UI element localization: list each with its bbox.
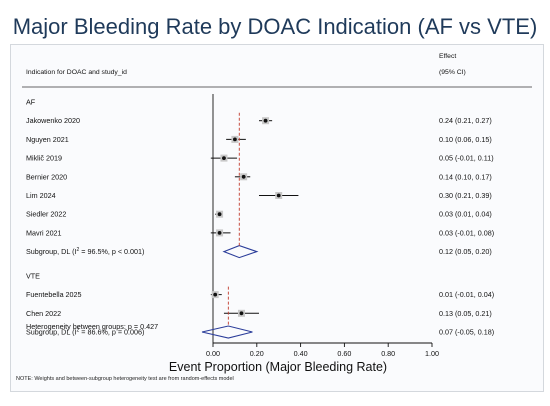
- study-label: Chen 2022: [26, 309, 61, 318]
- study-label: Nguyen 2021: [26, 135, 69, 144]
- x-tick-label: 0.40: [294, 349, 308, 358]
- point-estimate: [217, 212, 222, 217]
- i-squared-superscript: 2: [76, 247, 79, 253]
- effect-value: 0.01 (-0.01, 0.04): [439, 290, 494, 299]
- subgroup-label-suffix: = 86.6%, p = 0.006): [79, 328, 144, 337]
- x-tick-label: 0.20: [250, 349, 264, 358]
- x-tick-label: 0.00: [206, 349, 220, 358]
- effect-value: 0.05 (-0.01, 0.11): [439, 154, 494, 163]
- effect-value: 0.14 (0.10, 0.17): [439, 172, 492, 181]
- subgroup-label-prefix: Subgroup, DL (I: [26, 328, 76, 337]
- point-estimate: [213, 292, 218, 297]
- x-tick-label: 1.00: [425, 349, 439, 358]
- group-label: AF: [26, 98, 36, 107]
- chart-title: Major Bleeding Rate by DOAC Indication (…: [12, 14, 538, 39]
- subgroup-label: Subgroup, DL (I2 = 96.5%, p < 0.001): [26, 247, 144, 256]
- heterogeneity-text: Heterogeneity between groups: p = 0.427: [26, 322, 158, 331]
- subgroup-label-prefix: Subgroup, DL (I: [26, 247, 76, 256]
- study-label: Bernier 2020: [26, 172, 67, 181]
- effect-value: 0.13 (0.05, 0.21): [439, 309, 492, 318]
- subgroup-label-suffix: = 96.5%, p < 0.001): [79, 247, 144, 256]
- study-column-header: Indication for DOAC and study_id: [26, 69, 127, 76]
- point-estimate: [217, 231, 222, 235]
- x-tick-label: 0.60: [337, 349, 351, 358]
- effect-value: 0.03 (-0.01, 0.08): [439, 228, 494, 237]
- point-estimate: [233, 137, 237, 142]
- group-label: VTE: [26, 271, 40, 280]
- ci-header: (95% CI): [439, 69, 466, 76]
- effect-value: 0.03 (0.01, 0.04): [439, 210, 492, 219]
- i-squared-superscript: 2: [76, 328, 79, 334]
- subgroup-diamond: [222, 245, 259, 259]
- point-estimate: [276, 193, 281, 198]
- study-label: Siedler 2022: [26, 210, 66, 219]
- footnote: NOTE: Weights and between-subgroup heter…: [16, 376, 234, 382]
- point-estimate: [239, 311, 244, 316]
- subgroup-effect-value: 0.12 (0.05, 0.20): [439, 247, 492, 256]
- effect-value: 0.24 (0.21, 0.27): [439, 116, 492, 125]
- effect-value: 0.30 (0.21, 0.39): [439, 191, 492, 200]
- subgroup-label: Subgroup, DL (I2 = 86.6%, p = 0.006): [26, 328, 144, 337]
- study-label: Jakowenko 2020: [26, 116, 80, 125]
- subgroup-effect-value: 0.07 (-0.05, 0.18): [439, 328, 494, 337]
- subgroup-diamond: [201, 325, 253, 339]
- effect-header: Effect: [439, 53, 456, 60]
- point-estimate: [222, 156, 226, 161]
- forest-plot-panel: [10, 44, 544, 392]
- x-axis-label: Event Proportion (Major Bleeding Rate): [169, 360, 387, 374]
- study-label: Miklič 2019: [26, 154, 62, 163]
- effect-value: 0.10 (0.06, 0.15): [439, 135, 492, 144]
- study-label: Lim 2024: [26, 191, 56, 200]
- study-label: Mavri 2021: [26, 228, 62, 237]
- point-estimate: [263, 118, 268, 123]
- point-estimate: [241, 174, 246, 179]
- x-tick-label: 0.80: [381, 349, 395, 358]
- study-label: Fuentebella 2025: [26, 290, 82, 299]
